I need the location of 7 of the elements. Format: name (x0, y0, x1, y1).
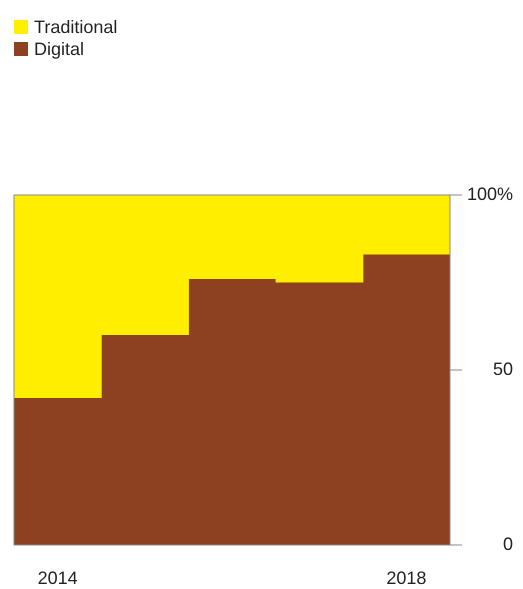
y-tick-label: 100% (466, 184, 513, 204)
y-tick-label: 50 (492, 358, 513, 379)
x-tick-label: 2014 (38, 568, 78, 588)
y-tick-label: 0 (502, 534, 513, 554)
x-tick-label: 2018 (386, 568, 426, 588)
legend-label: Digital (34, 39, 84, 59)
legend-label: Traditional (34, 17, 118, 37)
